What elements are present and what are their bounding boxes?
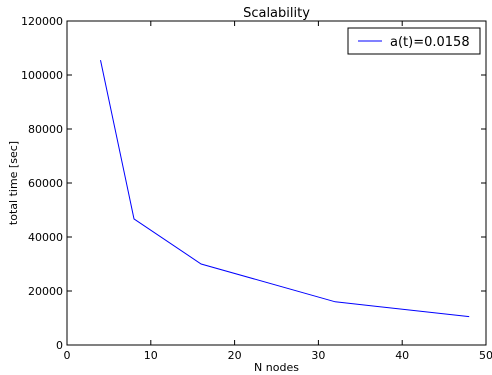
- y-tick-label: 0: [56, 339, 63, 352]
- plot-frame: [67, 21, 486, 345]
- legend-label: a(t)=0.0158: [390, 35, 470, 50]
- x-tick-label: 50: [479, 349, 492, 362]
- series-line: [101, 60, 470, 317]
- legend: a(t)=0.0158: [348, 28, 480, 54]
- y-tick-label: 40000: [28, 231, 63, 244]
- x-axis-title: N nodes: [254, 361, 299, 374]
- y-tick-label: 100000: [21, 69, 63, 82]
- ticks-layer: 0 10 20 30 40 50 0 20000 40000 60000 80000 100000 12…: [21, 15, 492, 362]
- x-tick-label: 10: [144, 349, 158, 362]
- x-tick-label: 0: [64, 349, 71, 362]
- y-axis-title: total time [sec]: [7, 141, 20, 225]
- x-tick-label: 20: [228, 349, 242, 362]
- y-tick-label: 80000: [28, 123, 63, 136]
- series-layer: [101, 60, 470, 317]
- x-tick-label: 40: [395, 349, 409, 362]
- y-tick-label: 60000: [28, 177, 63, 190]
- chart-title: Scalability: [243, 6, 310, 21]
- y-tick-label: 20000: [28, 285, 63, 298]
- y-tick-label: 120000: [21, 15, 63, 28]
- x-tick-label: 30: [311, 349, 325, 362]
